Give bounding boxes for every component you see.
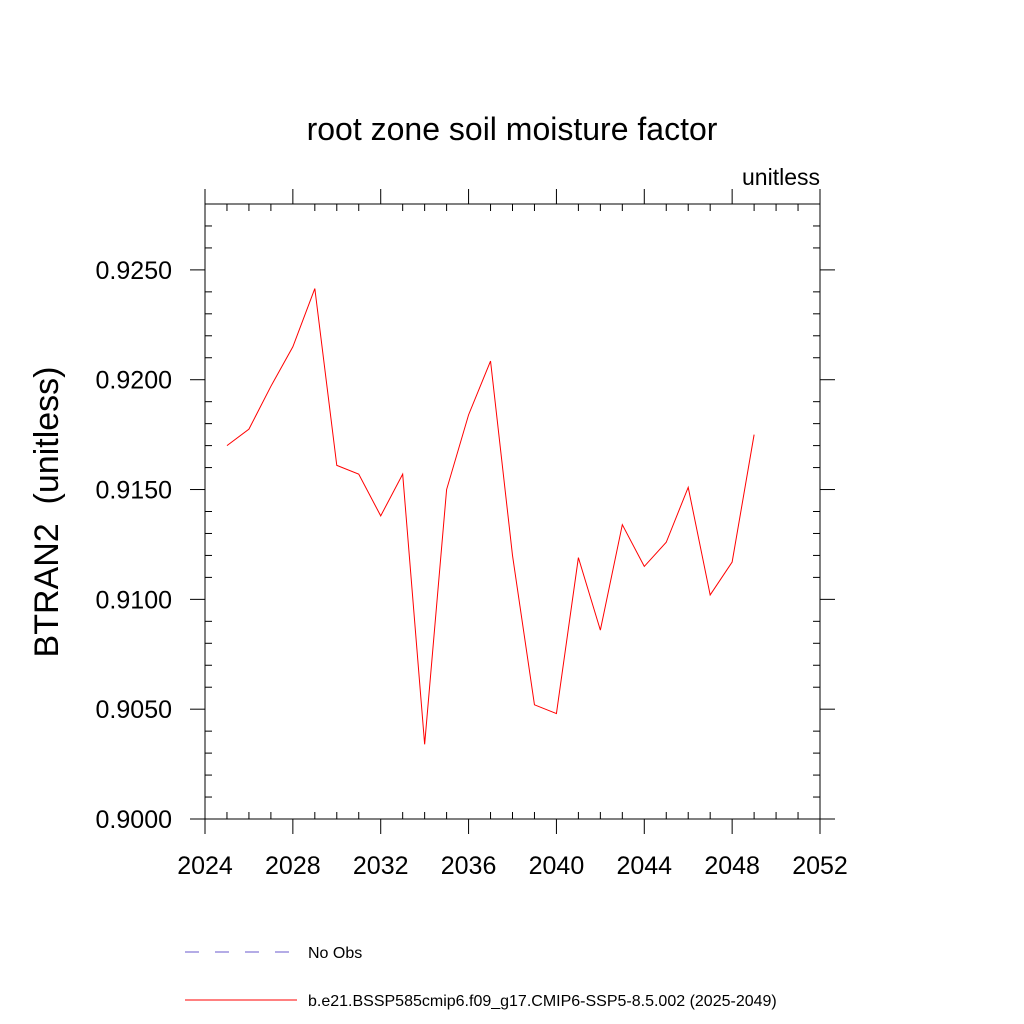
- units-label: unitless: [742, 164, 820, 190]
- legend: No Obs b.e21.BSSP585cmip6.f09_g17.CMIP6-S…: [185, 945, 777, 1010]
- series-line: [226, 288, 755, 745]
- series-group: [226, 288, 755, 745]
- x-tick-label: 2024: [177, 852, 233, 880]
- x-tick-label: 2028: [265, 852, 321, 880]
- legend-label: b.e21.BSSP585cmip6.f09_g17.CMIP6-SSP5-8.…: [308, 993, 777, 1010]
- plot-frame: [204, 203, 821, 820]
- y-tick-label: 0.9250: [96, 257, 172, 285]
- chart-title: root zone soil moisture factor: [307, 111, 718, 147]
- y-axis-label: BTRAN2 (unitless): [28, 367, 66, 658]
- x-tick-label: 2036: [441, 852, 497, 880]
- x-tick-label: 2048: [704, 852, 760, 880]
- x-tick-label: 2052: [792, 852, 848, 880]
- y-tick-label: 0.9000: [96, 806, 172, 834]
- y-tick-label: 0.9100: [96, 586, 172, 614]
- x-tick-label: 2044: [616, 852, 672, 880]
- y-tick-label: 0.9050: [96, 696, 172, 724]
- legend-label: No Obs: [308, 945, 362, 962]
- x-tick-label: 2040: [529, 852, 585, 880]
- x-tick-label: 2032: [353, 852, 409, 880]
- axis-tick-labels: 2024 2028 2032 2036 2040 2044 2048 2052 0.9000 0.…: [96, 257, 848, 880]
- y-tick-label: 0.9200: [96, 367, 172, 395]
- y-tick-label: 0.9150: [96, 477, 172, 505]
- axis-ticks: [190, 189, 835, 834]
